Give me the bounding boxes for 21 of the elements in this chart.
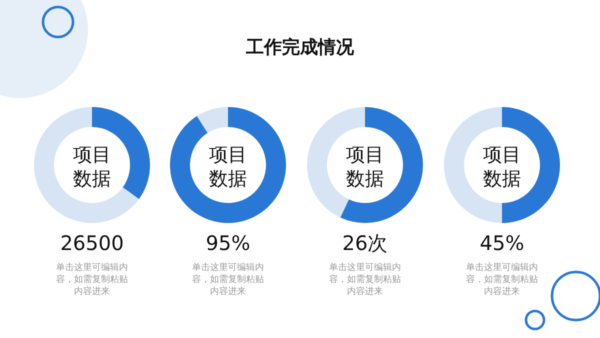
donut-slice [34, 107, 139, 223]
donut-slice [170, 107, 286, 223]
text: 项目数据 [346, 144, 384, 190]
text: 项目数据 [483, 144, 521, 190]
donut-slice [340, 107, 423, 223]
text: 单击这里可编辑内容，如需复制粘贴内容进来 [466, 262, 538, 297]
text: 45% [480, 231, 524, 255]
text: 单击这里可编辑内容，如需复制粘贴内容进来 [329, 262, 401, 297]
text: 26500 [60, 231, 124, 255]
text: 项目数据 [73, 144, 111, 190]
text: 95% [206, 231, 250, 255]
donut-slice [92, 107, 150, 200]
text: 单击这里可编辑内容，如需复制粘贴内容进来 [192, 262, 264, 297]
text: 单击这里可编辑内容，如需复制粘贴内容进来 [56, 262, 128, 297]
donut-slice [307, 107, 365, 218]
donut-slice [444, 107, 502, 223]
text: 项目数据 [209, 144, 247, 190]
text: 26次 [342, 231, 388, 255]
donut-slice [196, 107, 228, 133]
donut-slice [502, 107, 560, 223]
text: 工作完成情况 [245, 37, 355, 58]
